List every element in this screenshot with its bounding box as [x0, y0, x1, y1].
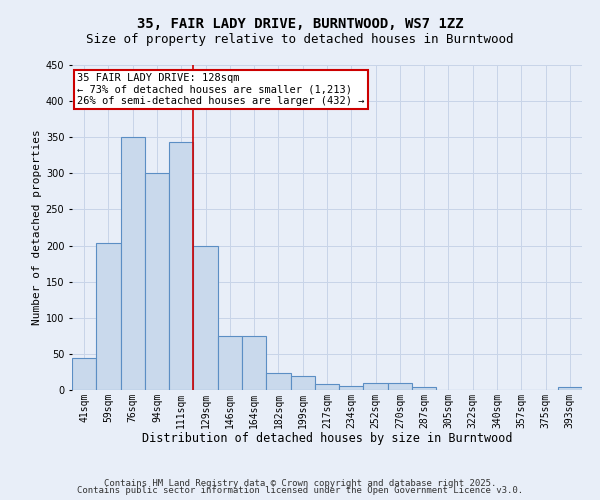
- Bar: [558, 387, 582, 390]
- Bar: [315, 384, 339, 390]
- X-axis label: Distribution of detached houses by size in Burntwood: Distribution of detached houses by size …: [142, 432, 512, 445]
- Bar: [218, 336, 242, 390]
- Text: 35, FAIR LADY DRIVE, BURNTWOOD, WS7 1ZZ: 35, FAIR LADY DRIVE, BURNTWOOD, WS7 1ZZ: [137, 18, 463, 32]
- Text: Size of property relative to detached houses in Burntwood: Size of property relative to detached ho…: [86, 32, 514, 46]
- Text: 35 FAIR LADY DRIVE: 128sqm
← 73% of detached houses are smaller (1,213)
26% of s: 35 FAIR LADY DRIVE: 128sqm ← 73% of deta…: [77, 73, 365, 106]
- Bar: [388, 383, 412, 390]
- Bar: [290, 376, 315, 390]
- Y-axis label: Number of detached properties: Number of detached properties: [32, 130, 41, 326]
- Bar: [193, 246, 218, 390]
- Text: Contains HM Land Registry data © Crown copyright and database right 2025.: Contains HM Land Registry data © Crown c…: [104, 478, 496, 488]
- Bar: [72, 358, 96, 390]
- Bar: [242, 336, 266, 390]
- Bar: [169, 142, 193, 390]
- Bar: [412, 387, 436, 390]
- Bar: [121, 137, 145, 390]
- Text: Contains public sector information licensed under the Open Government Licence v3: Contains public sector information licen…: [77, 486, 523, 495]
- Bar: [96, 242, 121, 390]
- Bar: [339, 386, 364, 390]
- Bar: [145, 174, 169, 390]
- Bar: [266, 374, 290, 390]
- Bar: [364, 383, 388, 390]
